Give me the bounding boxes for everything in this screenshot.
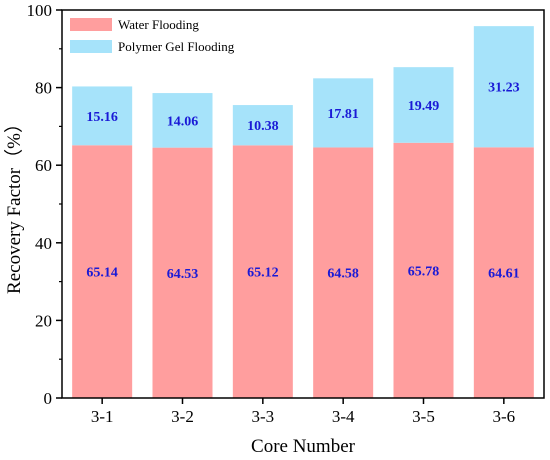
y-tick-label: 100 bbox=[27, 1, 53, 20]
y-tick-label: 20 bbox=[35, 311, 52, 330]
bar-polymer-gel-flooding-3-5 bbox=[393, 67, 454, 143]
x-tick-label: 3-6 bbox=[492, 407, 515, 426]
x-tick-label: 3-3 bbox=[251, 407, 274, 426]
bar-water-flooding-3-4 bbox=[313, 147, 374, 398]
x-tick-label: 3-1 bbox=[91, 407, 114, 426]
bar-water-flooding-3-2 bbox=[152, 147, 213, 398]
plot-frame bbox=[61, 9, 545, 399]
data-label-polymer-gel-flooding-3-4: 17.81 bbox=[327, 107, 359, 122]
y-tick-label: 40 bbox=[35, 234, 52, 253]
legend-label-polymer-gel-flooding: Polymer Gel Flooding bbox=[118, 39, 235, 54]
y-tick-label: 60 bbox=[35, 156, 52, 175]
bar-water-flooding-3-1 bbox=[72, 145, 133, 398]
legend: Water Flooding Polymer Gel Flooding bbox=[70, 17, 235, 54]
bar-polymer-gel-flooding-3-4 bbox=[313, 78, 374, 148]
data-label-water-flooding-3-2: 64.53 bbox=[167, 267, 199, 282]
data-label-polymer-gel-flooding-3-5: 19.49 bbox=[408, 99, 440, 114]
data-label-water-flooding-3-3: 65.12 bbox=[247, 266, 279, 281]
legend-swatch-polymer-gel-flooding bbox=[70, 40, 112, 53]
bar-polymer-gel-flooding-3-6 bbox=[473, 26, 534, 148]
bar-water-flooding-3-5 bbox=[393, 142, 454, 398]
data-label-water-flooding-3-6: 64.61 bbox=[488, 267, 520, 282]
y-axis-title: Recovery Factor（%） bbox=[3, 114, 25, 294]
data-label-polymer-gel-flooding-3-2: 14.06 bbox=[167, 114, 199, 129]
bar-polymer-gel-flooding-3-2 bbox=[152, 93, 213, 148]
y-tick-label: 0 bbox=[44, 389, 53, 408]
bars-layer bbox=[72, 26, 534, 398]
data-label-polymer-gel-flooding-3-6: 31.23 bbox=[488, 81, 520, 96]
data-label-polymer-gel-flooding-3-3: 10.38 bbox=[247, 119, 279, 134]
bar-polymer-gel-flooding-3-3 bbox=[232, 105, 293, 146]
bar-water-flooding-3-6 bbox=[473, 147, 534, 398]
data-label-water-flooding-3-5: 65.78 bbox=[408, 264, 440, 279]
bar-polymer-gel-flooding-3-1 bbox=[72, 86, 133, 146]
x-axis-ticks: 3-1 3-2 3-3 3-4 3-5 3-6 bbox=[91, 398, 515, 426]
data-label-water-flooding-3-4: 64.58 bbox=[327, 267, 359, 282]
y-tick-label: 80 bbox=[35, 79, 52, 98]
data-labels-layer: 65.14 15.16 64.53 14.06 65.12 10.38 64.58 17.81… bbox=[86, 81, 519, 282]
data-label-water-flooding-3-1: 65.14 bbox=[86, 266, 118, 281]
x-tick-label: 3-4 bbox=[332, 407, 355, 426]
bar-water-flooding-3-3 bbox=[232, 145, 293, 398]
x-axis-title: Core Number bbox=[251, 436, 356, 457]
legend-label-water-flooding: Water Flooding bbox=[118, 17, 199, 32]
x-tick-label: 3-2 bbox=[171, 407, 194, 426]
x-tick-label: 3-5 bbox=[412, 407, 435, 426]
y-axis-ticks: 0 20 40 60 80 100 bbox=[27, 1, 62, 408]
data-label-polymer-gel-flooding-3-1: 15.16 bbox=[86, 110, 118, 125]
legend-swatch-water-flooding bbox=[70, 18, 112, 31]
